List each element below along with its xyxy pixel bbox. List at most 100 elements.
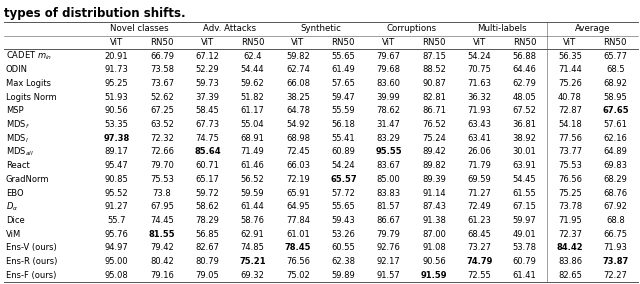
Text: 97.38: 97.38 — [104, 134, 130, 143]
Text: 58.76: 58.76 — [241, 216, 265, 225]
Text: 63.52: 63.52 — [150, 120, 174, 129]
Text: 59.59: 59.59 — [241, 189, 264, 198]
Text: 75.02: 75.02 — [286, 271, 310, 280]
Text: 64.46: 64.46 — [513, 65, 536, 74]
Text: 95.52: 95.52 — [105, 189, 129, 198]
Text: 55.7: 55.7 — [108, 216, 126, 225]
Text: ODIN: ODIN — [6, 65, 28, 74]
Text: 71.49: 71.49 — [241, 147, 264, 156]
Text: 91.38: 91.38 — [422, 216, 446, 225]
Text: 76.52: 76.52 — [422, 120, 446, 129]
Text: 76.56: 76.56 — [286, 257, 310, 266]
Text: 64.89: 64.89 — [604, 147, 627, 156]
Text: 73.77: 73.77 — [558, 147, 582, 156]
Text: 79.42: 79.42 — [150, 243, 174, 252]
Text: 83.86: 83.86 — [558, 257, 582, 266]
Text: 92.76: 92.76 — [377, 243, 401, 252]
Text: 53.35: 53.35 — [105, 120, 129, 129]
Text: 59.89: 59.89 — [332, 271, 355, 280]
Text: RN50: RN50 — [150, 38, 173, 47]
Text: 73.8: 73.8 — [152, 189, 172, 198]
Text: 40.78: 40.78 — [558, 93, 582, 102]
Text: 71.93: 71.93 — [604, 243, 627, 252]
Text: 48.05: 48.05 — [513, 93, 536, 102]
Text: 66.79: 66.79 — [150, 52, 174, 61]
Text: 91.57: 91.57 — [377, 271, 401, 280]
Text: 77.84: 77.84 — [286, 216, 310, 225]
Text: 36.32: 36.32 — [467, 93, 492, 102]
Text: 54.92: 54.92 — [286, 120, 310, 129]
Text: 86.67: 86.67 — [376, 216, 401, 225]
Text: 89.17: 89.17 — [105, 147, 129, 156]
Text: 38.25: 38.25 — [286, 93, 310, 102]
Text: Corruptions: Corruptions — [387, 24, 436, 33]
Text: 56.85: 56.85 — [195, 229, 220, 239]
Text: 62.38: 62.38 — [332, 257, 355, 266]
Text: 55.41: 55.41 — [332, 134, 355, 143]
Text: 74.45: 74.45 — [150, 216, 174, 225]
Text: 95.00: 95.00 — [105, 257, 129, 266]
Text: 80.42: 80.42 — [150, 257, 174, 266]
Text: 60.89: 60.89 — [332, 147, 355, 156]
Text: 56.35: 56.35 — [558, 52, 582, 61]
Text: 76.56: 76.56 — [558, 175, 582, 184]
Text: Ens-R (ours): Ens-R (ours) — [6, 257, 58, 266]
Text: 68.98: 68.98 — [286, 134, 310, 143]
Text: 75.25: 75.25 — [558, 189, 582, 198]
Text: 30.01: 30.01 — [513, 147, 536, 156]
Text: MDS$_f$: MDS$_f$ — [6, 118, 30, 131]
Text: Synthetic: Synthetic — [300, 24, 341, 33]
Text: 90.56: 90.56 — [422, 257, 446, 266]
Text: 65.17: 65.17 — [195, 175, 220, 184]
Text: 68.91: 68.91 — [241, 134, 264, 143]
Text: 66.75: 66.75 — [604, 229, 627, 239]
Text: 75.53: 75.53 — [150, 175, 174, 184]
Text: 53.26: 53.26 — [332, 229, 355, 239]
Text: RN50: RN50 — [604, 38, 627, 47]
Text: 83.29: 83.29 — [377, 134, 401, 143]
Text: 52.62: 52.62 — [150, 93, 174, 102]
Text: 85.64: 85.64 — [194, 147, 221, 156]
Text: 72.55: 72.55 — [467, 271, 492, 280]
Text: 87.15: 87.15 — [422, 52, 446, 61]
Text: 68.45: 68.45 — [467, 229, 492, 239]
Text: ViT: ViT — [291, 38, 305, 47]
Text: 69.32: 69.32 — [241, 271, 264, 280]
Text: 72.37: 72.37 — [558, 229, 582, 239]
Text: 83.83: 83.83 — [376, 189, 401, 198]
Text: 59.62: 59.62 — [241, 79, 264, 88]
Text: 56.88: 56.88 — [513, 52, 537, 61]
Text: 69.59: 69.59 — [467, 175, 492, 184]
Text: 53.78: 53.78 — [513, 243, 537, 252]
Text: 75.21: 75.21 — [239, 257, 266, 266]
Text: 91.59: 91.59 — [420, 271, 447, 280]
Text: 91.14: 91.14 — [422, 189, 446, 198]
Text: 82.81: 82.81 — [422, 93, 446, 102]
Text: types of distribution shifts.: types of distribution shifts. — [4, 7, 186, 20]
Text: 95.76: 95.76 — [105, 229, 129, 239]
Text: 56.52: 56.52 — [241, 175, 264, 184]
Text: 82.65: 82.65 — [558, 271, 582, 280]
Text: 95.25: 95.25 — [105, 79, 129, 88]
Text: 79.05: 79.05 — [195, 271, 220, 280]
Text: 59.97: 59.97 — [513, 216, 536, 225]
Text: Average: Average — [575, 24, 611, 33]
Text: 63.91: 63.91 — [513, 161, 536, 170]
Text: 61.41: 61.41 — [513, 271, 536, 280]
Text: ViM: ViM — [6, 229, 21, 239]
Text: 72.87: 72.87 — [558, 106, 582, 116]
Text: 62.16: 62.16 — [604, 134, 627, 143]
Text: React: React — [6, 161, 29, 170]
Text: 37.39: 37.39 — [195, 93, 220, 102]
Text: 83.60: 83.60 — [377, 79, 401, 88]
Text: ViT: ViT — [563, 38, 577, 47]
Text: 75.24: 75.24 — [422, 134, 446, 143]
Text: 89.39: 89.39 — [422, 175, 446, 184]
Text: RN50: RN50 — [422, 38, 445, 47]
Text: 71.93: 71.93 — [467, 106, 492, 116]
Text: 89.82: 89.82 — [422, 161, 446, 170]
Text: $D_{\alpha}$: $D_{\alpha}$ — [6, 201, 19, 213]
Text: 65.77: 65.77 — [604, 52, 627, 61]
Text: 49.01: 49.01 — [513, 229, 536, 239]
Text: 90.85: 90.85 — [105, 175, 129, 184]
